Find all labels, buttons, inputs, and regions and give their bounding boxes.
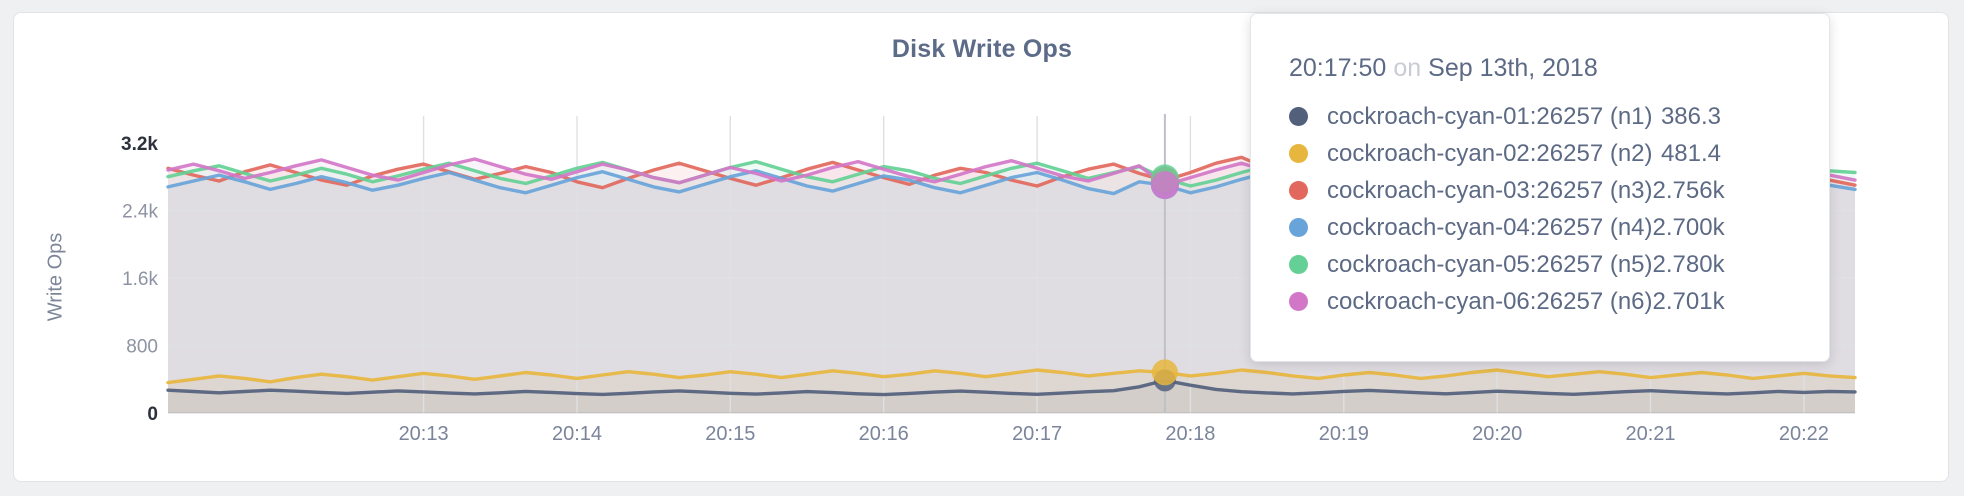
tooltip-row: cockroach-cyan-02:26257 (n2) 481.4: [1289, 135, 1721, 172]
x-axis-tick-label: 20:15: [705, 423, 755, 445]
x-axis-tick-label: 20:17: [1012, 423, 1062, 445]
series-label: cockroach-cyan-04:26257 (n4): [1327, 213, 1653, 241]
y-axis-tick-label: 3.2k: [121, 134, 158, 155]
y-axis-title: Write Ops: [44, 232, 67, 322]
hover-dot-n2: [1151, 359, 1178, 386]
x-axis-tick-label: 20:16: [859, 423, 909, 445]
y-axis-tick-label: 800: [126, 337, 158, 358]
x-axis-tick-label: 20:19: [1319, 423, 1369, 445]
y-axis-tick-label: 1.6k: [122, 269, 158, 290]
series-color-dot: [1289, 181, 1308, 200]
series-value: 2.756k: [1652, 176, 1725, 204]
series-label: cockroach-cyan-05:26257 (n5): [1327, 250, 1653, 278]
tooltip-time: 20:17:50: [1289, 54, 1387, 82]
x-axis-tick-label: 20:14: [552, 423, 602, 445]
series-area-n2: [168, 370, 1855, 413]
series-label: cockroach-cyan-06:26257 (n6): [1327, 287, 1653, 315]
x-axis-tick-label: 20:18: [1165, 423, 1215, 445]
x-axis-tick-label: 20:20: [1472, 423, 1522, 445]
tooltip-row: cockroach-cyan-06:26257 (n6) 2.701k: [1289, 283, 1725, 320]
x-axis-tick-label: 20:13: [399, 423, 449, 445]
tooltip-on-word: on: [1393, 54, 1422, 82]
series-area-n1: [168, 380, 1855, 413]
tooltip-row: cockroach-cyan-01:26257 (n1) 386.3: [1289, 98, 1721, 135]
hover-tooltip: 20:17:50 on Sep 13th, 2018 cockroach-cyan-…: [1250, 13, 1830, 362]
series-value: 2.780k: [1652, 250, 1725, 278]
series-color-dot: [1289, 144, 1308, 163]
series-color-dot: [1289, 218, 1308, 237]
tooltip-date: Sep 13th, 2018: [1428, 54, 1598, 82]
series-value: 2.701k: [1652, 287, 1725, 315]
series-value: 2.700k: [1652, 213, 1725, 241]
tooltip-timestamp: 20:17:50 on Sep 13th, 2018: [1289, 54, 1829, 88]
tooltip-legend: cockroach-cyan-01:26257 (n1) 386.3 cockroa…: [1289, 98, 1829, 320]
series-line-n1: [166, 378, 1857, 397]
x-axis-tick-label: 20:21: [1625, 423, 1675, 445]
y-axis-tick-label: 2.4k: [122, 202, 158, 223]
series-label: cockroach-cyan-02:26257 (n2): [1327, 139, 1653, 167]
x-axis-tick-label: 20:22: [1779, 423, 1829, 445]
series-color-dot: [1289, 107, 1308, 126]
series-label: cockroach-cyan-03:26257 (n3): [1327, 176, 1653, 204]
series-label: cockroach-cyan-01:26257 (n1): [1327, 102, 1653, 130]
y-axis-tick-label: 0: [147, 404, 158, 425]
series-line-n2: [166, 368, 1857, 385]
tooltip-row: cockroach-cyan-03:26257 (n3) 2.756k: [1289, 172, 1725, 209]
tooltip-row: cockroach-cyan-04:26257 (n4) 2.700k: [1289, 209, 1725, 246]
series-value: 386.3: [1660, 102, 1721, 130]
hover-dot-n6: [1150, 171, 1179, 200]
series-color-dot: [1289, 292, 1308, 311]
series-value: 481.4: [1660, 139, 1721, 167]
tooltip-row: cockroach-cyan-05:26257 (n5) 2.780k: [1289, 246, 1725, 283]
series-color-dot: [1289, 255, 1308, 274]
